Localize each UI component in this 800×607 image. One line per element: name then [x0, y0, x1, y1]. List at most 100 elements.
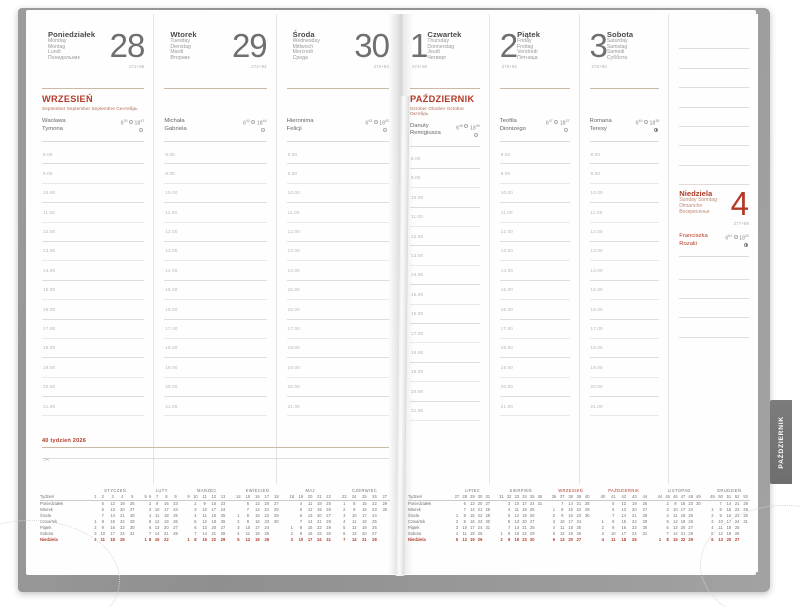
- year-calendar-cell[interactable]: 14: [202, 531, 207, 536]
- year-calendar-cell[interactable]: 20: [477, 501, 483, 506]
- hour-slot[interactable]: 17.00: [589, 320, 660, 339]
- year-calendar-cell[interactable]: 23: [688, 501, 693, 506]
- hour-slot[interactable]: 17.00: [164, 320, 267, 339]
- year-calendar-cell[interactable]: [583, 537, 591, 543]
- year-calendar-cell[interactable]: [127, 537, 137, 543]
- year-calendar-cell[interactable]: 13: [352, 531, 357, 536]
- year-calendar-cell[interactable]: 10: [718, 519, 723, 524]
- year-calendar-cell[interactable]: 10: [352, 513, 357, 518]
- year-calendar-cell[interactable]: 23: [173, 501, 178, 506]
- year-calendar-cell[interactable]: 21: [522, 525, 527, 530]
- year-calendar-cell[interactable]: 16: [164, 501, 169, 506]
- year-calendar-cell[interactable]: 19: [362, 525, 367, 530]
- year-calendar-cell[interactable]: 22: [264, 513, 270, 518]
- hour-slot[interactable]: 20.00: [42, 378, 145, 398]
- hour-slot[interactable]: 9.00: [410, 169, 480, 189]
- hour-slot[interactable]: 17.00: [410, 324, 480, 344]
- year-calendar-cell[interactable]: 22: [323, 494, 334, 501]
- year-calendar-cell[interactable]: 49: [708, 494, 717, 501]
- year-calendar-cell[interactable]: 12: [621, 501, 627, 506]
- year-calendar-cell[interactable]: 27: [576, 537, 582, 542]
- year-calendar-cell[interactable]: [484, 537, 492, 543]
- hour-slot[interactable]: 15.00: [589, 281, 660, 301]
- year-calendar-cell[interactable]: 16: [470, 519, 475, 524]
- year-calendar-cell[interactable]: 26: [369, 494, 380, 501]
- year-calendar-cell[interactable]: 9: [299, 531, 303, 536]
- year-calendar-cell[interactable]: 19: [680, 519, 686, 524]
- year-calendar-cell[interactable]: 6: [299, 513, 303, 518]
- year-calendar-cell[interactable]: 6: [508, 519, 511, 524]
- year-calendar-cell[interactable]: 11: [352, 519, 357, 524]
- hour-slot[interactable]: 8.00: [286, 145, 389, 165]
- year-calendar-cell[interactable]: 28: [130, 513, 135, 518]
- year-calendar-cell[interactable]: 16: [514, 537, 520, 542]
- hour-slot[interactable]: 8.00: [499, 145, 570, 165]
- year-calendar-cell[interactable]: 11: [308, 501, 313, 506]
- year-calendar-cell[interactable]: 12: [352, 525, 357, 530]
- year-calendar-cell[interactable]: 16: [211, 501, 217, 506]
- year-calendar-cell[interactable]: 23: [477, 519, 483, 524]
- year-calendar-cell[interactable]: 7: [719, 501, 722, 506]
- year-calendar-cell[interactable]: 17: [621, 531, 627, 536]
- year-calendar-cell[interactable]: 14: [470, 507, 475, 512]
- year-calendar-cell[interactable]: 14: [673, 531, 678, 536]
- year-calendar-cell[interactable]: [640, 537, 651, 543]
- year-calendar-cell[interactable]: 26: [688, 519, 693, 524]
- year-calendar-cell[interactable]: 25: [529, 507, 535, 512]
- hour-slot[interactable]: 20.00: [499, 378, 570, 398]
- year-calendar-cell[interactable]: 8: [299, 525, 303, 530]
- year-calendar-cell[interactable]: 22: [164, 537, 169, 542]
- hour-slot[interactable]: 8.00: [164, 145, 267, 165]
- year-calendar-cell[interactable]: 6: [101, 507, 104, 512]
- year-calendar-cell[interactable]: 5: [343, 525, 346, 530]
- hour-slot[interactable]: [679, 69, 749, 89]
- year-calendar-cell[interactable]: 21: [362, 537, 367, 542]
- year-calendar-cell[interactable]: 45: [663, 494, 672, 501]
- hour-slot[interactable]: 15.00: [164, 281, 267, 301]
- year-calendar-cell[interactable]: 3: [290, 537, 293, 542]
- year-calendar-cell[interactable]: 26: [642, 501, 648, 506]
- hour-slot[interactable]: 12.00: [164, 223, 267, 242]
- year-calendar-cell[interactable]: 30: [274, 519, 279, 524]
- hour-slot[interactable]: [679, 166, 749, 186]
- year-calendar-cell[interactable]: 1: [343, 501, 346, 506]
- year-calendar-cell[interactable]: 14: [307, 519, 313, 524]
- year-calendar-cell[interactable]: 10: [154, 507, 160, 512]
- year-calendar-cell[interactable]: 15: [154, 537, 160, 542]
- year-calendar-cell[interactable]: 25: [326, 501, 331, 506]
- hour-slot[interactable]: 13.00: [42, 242, 145, 262]
- year-calendar-cell[interactable]: 7: [299, 519, 303, 524]
- year-calendar-cell[interactable]: 4: [237, 531, 240, 536]
- year-calendar-cell[interactable]: 21: [734, 501, 740, 506]
- year-calendar-cell[interactable]: [380, 537, 391, 543]
- year-calendar-cell[interactable]: 13: [514, 519, 520, 524]
- year-calendar-cell[interactable]: 22: [632, 519, 637, 524]
- hour-slot[interactable]: 18.00: [164, 339, 267, 359]
- year-calendar-cell[interactable]: 18: [317, 501, 322, 506]
- year-calendar-cell[interactable]: 28: [642, 513, 648, 518]
- year-calendar-cell[interactable]: 9: [719, 513, 722, 518]
- year-calendar-cell[interactable]: [695, 537, 703, 543]
- year-calendar-cell[interactable]: 4: [455, 531, 459, 536]
- year-calendar-cell[interactable]: 3: [237, 525, 240, 530]
- year-calendar-cell[interactable]: 1: [237, 513, 240, 518]
- year-calendar-cell[interactable]: 5: [127, 494, 138, 501]
- year-calendar-cell[interactable]: 11: [611, 537, 616, 542]
- year-calendar-cell[interactable]: 37: [558, 494, 567, 501]
- year-calendar-cell[interactable]: 3: [94, 531, 97, 536]
- hour-slot[interactable]: [679, 127, 749, 147]
- year-calendar-cell[interactable]: 27: [326, 513, 331, 518]
- year-calendar-cell[interactable]: 24: [477, 525, 483, 530]
- hour-slot[interactable]: 11.00: [589, 203, 660, 223]
- year-calendar-cell[interactable]: 8: [101, 519, 104, 524]
- hour-slot[interactable]: 16.00: [286, 300, 389, 320]
- hour-slot[interactable]: 8.00: [589, 145, 660, 165]
- year-calendar-cell[interactable]: 23: [632, 525, 637, 530]
- year-calendar-cell[interactable]: 9: [463, 519, 466, 524]
- hour-slot[interactable]: 12.00: [410, 227, 480, 247]
- year-calendar-cell[interactable]: 30: [476, 494, 484, 501]
- year-calendar-cell[interactable]: 16: [255, 519, 260, 524]
- hour-slot[interactable]: 19.00: [499, 358, 570, 378]
- year-calendar-cell[interactable]: 2: [97, 494, 108, 501]
- year-calendar-cell[interactable]: 21: [264, 507, 270, 512]
